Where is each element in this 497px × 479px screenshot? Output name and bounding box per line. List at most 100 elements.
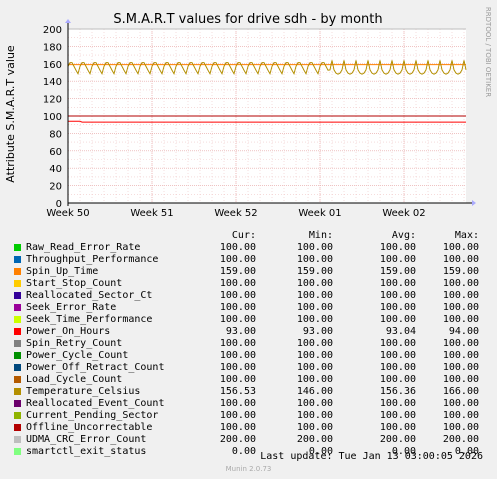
legend-series-name: Power_Off_Retract_Count [26,362,165,373]
legend-swatch [14,352,21,359]
legend-max: 100.00 [442,410,479,421]
legend-series-name: Current_Pending_Sector [26,410,159,421]
legend-avg: 100.00 [379,410,416,421]
legend-min: 100.00 [296,290,333,301]
legend-max: 200.00 [442,434,479,445]
legend-min: 159.00 [296,266,333,277]
legend-min: 100.00 [296,422,333,433]
legend-cur: 100.00 [219,422,256,433]
y-tick-label: 20 [49,182,62,193]
legend-row: Spin_Retry_Count 100.00 100.00 100.00 100.00 [14,338,484,350]
legend-min: 100.00 [296,398,333,409]
legend-swatch [14,256,21,263]
legend-row: Power_Cycle_Count 100.00 100.00 100.00 100.0… [14,350,484,362]
legend-cur: 0.00 [231,446,256,457]
x-tick-label: Week 02 [382,208,425,219]
legend-series-name: Reallocated_Event_Count [26,398,165,409]
series-line [68,120,466,123]
legend-cur: 100.00 [219,410,256,421]
y-tick-label: 60 [49,147,62,158]
legend-avg: 200.00 [379,434,416,445]
legend-min: 100.00 [296,254,333,265]
legend-series-name: smartctl_exit_status [26,446,147,457]
legend-row: Seek_Time_Performance 100.00 100.00 100.00 1… [14,314,484,326]
y-tick-label: 180 [43,42,62,53]
legend-avg: 156.36 [379,386,416,397]
legend-avg: 93.04 [385,326,416,337]
legend-row: Raw_Read_Error_Rate 100.00 100.00 100.00 100… [14,242,484,254]
legend-max: 100.00 [442,302,479,313]
legend-min: 93.00 [302,326,333,337]
legend-max: 100.00 [442,290,479,301]
legend-cur: 100.00 [219,278,256,289]
header-max: Max: [454,230,479,241]
legend-cur: 100.00 [219,374,256,385]
y-tick-label: 100 [43,112,62,123]
side-label: RRDTOOL / TOBI OETIKER [484,7,492,97]
legend-avg: 100.00 [379,254,416,265]
chart-title: S.M.A.R.T values for drive sdh - by mont… [113,12,382,27]
last-update: Last update: Tue Jan 13 03:00:05 2026 [260,451,483,462]
legend-avg: 100.00 [379,242,416,253]
legend-swatch [14,364,21,371]
y-tick-label: 200 [43,25,62,36]
legend-cur: 159.00 [219,266,256,277]
smart-chart: S.M.A.R.T values for drive sdh - by mont… [4,7,492,219]
legend-row: Throughput_Performance 100.00 100.00 100.00… [14,254,484,266]
legend-cur: 100.00 [219,338,256,349]
x-tick-label: Week 52 [214,208,257,219]
legend-max: 100.00 [442,374,479,385]
legend-row: Seek_Error_Rate 100.00 100.00 100.00 100.00 [14,302,484,314]
legend-rows: Raw_Read_Error_Rate 100.00 100.00 100.00 100… [14,242,484,458]
legend-cur: 100.00 [219,242,256,253]
series-line [67,60,467,75]
legend-swatch [14,268,21,275]
legend-avg: 100.00 [379,338,416,349]
legend-max: 100.00 [442,314,479,325]
legend-max: 166.00 [442,386,479,397]
legend-min: 146.00 [296,386,333,397]
legend-cur: 156.53 [219,386,256,397]
legend-series-name: Reallocated_Sector_Ct [26,290,153,301]
legend-cur: 100.00 [219,314,256,325]
legend-max: 100.00 [442,350,479,361]
header-min: Min: [308,230,333,241]
legend-row: Load_Cycle_Count 100.00 100.00 100.00 100.00 [14,374,484,386]
y-tick-label: 140 [43,77,62,88]
x-tick-label: Week 50 [46,208,89,219]
x-tick-label: Week 01 [298,208,341,219]
legend-min: 0.00 [308,446,333,457]
y-tick-label: 120 [43,95,62,106]
y-tick-label: 160 [43,60,62,71]
legend-swatch [14,292,21,299]
legend-avg: 100.00 [379,290,416,301]
legend-avg: 100.00 [379,362,416,373]
legend-series-name: Spin_Retry_Count [26,338,123,349]
legend-row: Reallocated_Sector_Ct 100.00 100.00 100.00 1… [14,290,484,302]
legend-min: 100.00 [296,314,333,325]
legend-cur: 100.00 [219,254,256,265]
legend-row: Power_On_Hours 93.00 93.00 93.04 94.00 [14,326,484,338]
legend-row: Current_Pending_Sector 100.00 100.00 100.00… [14,410,484,422]
legend-swatch [14,412,21,419]
legend-swatch [14,424,21,431]
legend-row: Reallocated_Event_Count 100.00 100.00 100.0… [14,398,484,410]
legend-max: 94.00 [448,326,479,337]
legend-cur: 100.00 [219,350,256,361]
legend-max: 159.00 [442,266,479,277]
legend-avg: 100.00 [379,302,416,313]
legend-cur: 200.00 [219,434,256,445]
legend-min: 200.00 [296,434,333,445]
legend-min: 100.00 [296,374,333,385]
legend-max: 100.00 [442,422,479,433]
legend-min: 100.00 [296,242,333,253]
legend-max: 0.00 [454,446,479,457]
legend-cur: 100.00 [219,290,256,301]
legend-avg: 100.00 [379,314,416,325]
legend-swatch [14,244,21,251]
legend-row: Temperature_Celsius 156.53 146.00 156.36 166… [14,386,484,398]
legend-avg: 100.00 [379,398,416,409]
legend-min: 100.00 [296,362,333,373]
y-tick-label: 40 [49,164,62,175]
legend-avg: 100.00 [379,350,416,361]
